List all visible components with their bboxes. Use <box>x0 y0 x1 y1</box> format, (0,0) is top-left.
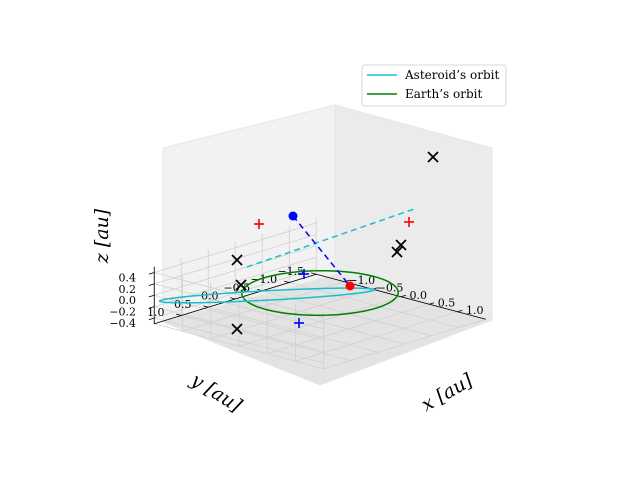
grid-line <box>154 245 317 296</box>
legend: Asteroid’s orbit Earth’s orbit <box>361 64 507 107</box>
z-tick <box>148 283 155 286</box>
z-tick <box>148 272 155 275</box>
plot-data <box>158 151 439 335</box>
x-marker-stroke <box>427 151 439 163</box>
y-tick <box>203 305 209 308</box>
z-tick-label: 0.0 <box>119 294 137 307</box>
grid-line <box>267 303 430 355</box>
grid-line <box>154 306 324 353</box>
x-marker-stroke <box>391 246 403 258</box>
x-marker <box>395 239 407 251</box>
y-tick <box>311 272 317 275</box>
x-marker <box>235 279 247 291</box>
z-tick <box>148 317 155 321</box>
legend-frame <box>361 64 507 107</box>
plus-marker <box>254 219 264 229</box>
x-tick <box>457 309 463 313</box>
z-tick <box>148 294 155 298</box>
z-tick <box>148 306 155 309</box>
y-tick <box>176 313 182 316</box>
plus-marker <box>404 217 414 227</box>
plus-marker <box>294 318 304 328</box>
y-tick <box>284 280 290 283</box>
x-marker-stroke <box>231 254 243 266</box>
x-marker <box>391 246 403 258</box>
x-marker <box>231 254 243 266</box>
y-axis-label: y [au] <box>186 368 246 417</box>
grid-line <box>154 256 317 308</box>
grid-line <box>238 296 402 347</box>
x-tick-label: 0.0 <box>410 289 428 302</box>
x-tick-label: 0.5 <box>438 296 456 309</box>
x-tick-label: −0.5 <box>377 281 404 294</box>
legend-label-asteroid: Asteroid’s orbit <box>404 68 499 82</box>
y-tick-label: −1.5 <box>277 265 304 278</box>
grid-line <box>154 283 324 330</box>
grid-line <box>154 272 324 318</box>
y-tick-label: 0.5 <box>174 298 192 311</box>
z-tick-label: −0.4 <box>109 317 136 330</box>
x-marker <box>427 151 439 163</box>
x-marker-stroke <box>235 279 247 291</box>
z-tick-label: 0.2 <box>119 283 137 296</box>
axes <box>148 266 486 325</box>
x-tick <box>400 294 406 298</box>
grid-line <box>295 311 458 362</box>
grid-line <box>323 318 486 370</box>
y-tick-label: 0.0 <box>201 290 219 303</box>
x-tick <box>429 302 435 305</box>
grid-line <box>154 222 317 273</box>
red-node-point <box>345 281 355 291</box>
y-tick <box>230 297 236 300</box>
x-marker-stroke <box>231 323 243 335</box>
earth-orbit-line <box>241 269 399 317</box>
x-axis-label: x [au] <box>418 369 477 416</box>
z-axis-label: z [au] <box>91 208 113 264</box>
legend-label-earth: Earth’s orbit <box>405 87 482 101</box>
y-tick-label: 1.0 <box>147 306 165 319</box>
node-dashed-line <box>292 215 351 287</box>
tick-labels: −1.0−0.50.00.51.01.00.50.0−0.5−1.0−1.50.… <box>109 265 483 330</box>
x-tick-label: 1.0 <box>466 304 484 317</box>
x-tick <box>344 279 350 283</box>
z-tick-label: 0.4 <box>119 271 137 284</box>
blue-node-point <box>288 211 298 221</box>
grid-line <box>182 281 345 332</box>
plus-marker <box>299 269 309 279</box>
grid-line <box>154 317 324 364</box>
x-marker-stroke <box>395 239 407 251</box>
z-tick-label: −0.2 <box>109 306 136 319</box>
x-tick-label: −1.0 <box>348 274 375 287</box>
x-marker <box>231 323 243 335</box>
asteroid-orbit-line <box>158 287 375 304</box>
